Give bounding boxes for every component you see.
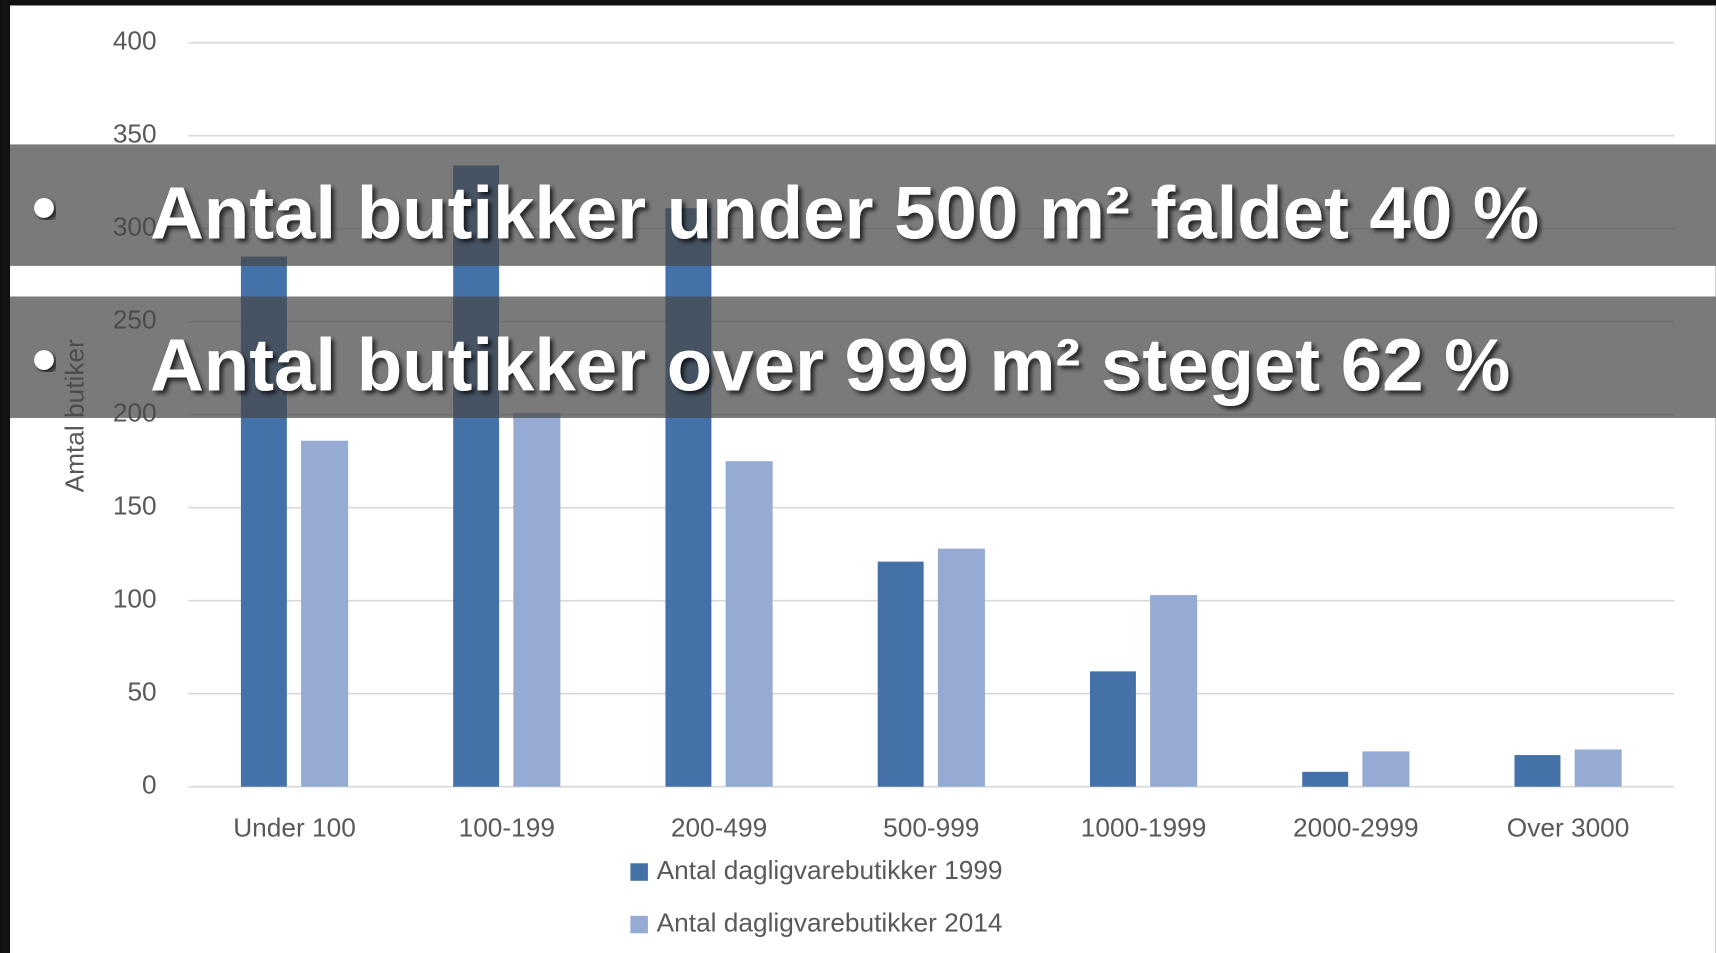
legend-label: Antal dagligvarebutikker 1999 [657,855,1003,885]
x-tick-label: Under 100 [233,812,356,842]
bar [1574,749,1622,787]
x-tick-label: 1000-1999 [1081,812,1207,842]
x-tick-label: 500-999 [883,812,979,842]
bar [725,461,773,787]
bar [453,165,500,787]
x-tick-label: 200-499 [671,812,767,842]
x-tick-label: 2000-2999 [1293,812,1419,842]
bullet [34,350,54,370]
x-tick-label: Over 3000 [1507,812,1630,842]
legend-swatch [630,863,648,881]
bar [665,208,712,787]
y-tick-label: 350 [113,119,157,149]
banner [10,296,1716,418]
x-tick-label: 100-199 [459,812,555,842]
bar [301,440,349,787]
y-tick-label: 150 [113,491,157,521]
y-tick-label: 50 [127,677,156,707]
banner [10,144,1716,266]
bar [877,561,924,787]
bar [937,548,985,787]
y-tick-label: 100 [113,584,157,614]
bar [513,412,561,787]
bar [1089,671,1136,787]
y-tick-label: 0 [142,770,157,800]
legend-label: Antal dagligvarebutikker 2014 [657,907,1003,937]
overlay: Antal butikker under 500 m² faldet 40 % A… [10,144,1716,418]
bar [1362,751,1410,787]
y-tick-label: 400 [113,26,157,56]
bar [1514,755,1561,787]
legend-swatch [630,915,648,934]
bullet [34,198,54,218]
bar [1302,771,1349,787]
annotation: Antal butikker over 999 m² steget 62 % [150,324,1510,407]
bar [1150,595,1198,787]
annotation: Antal butikker under 500 m² faldet 40 % [150,172,1539,255]
